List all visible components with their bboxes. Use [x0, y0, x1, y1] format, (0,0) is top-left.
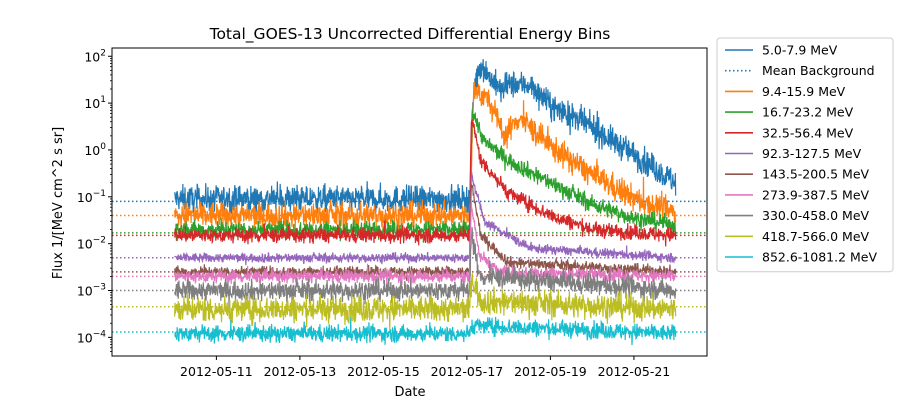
legend-label: 9.4-15.9 MeV — [762, 84, 846, 99]
legend-frame — [716, 37, 894, 273]
x-tick-label: 2012-05-15 — [347, 364, 420, 379]
x-tick-label: 2012-05-17 — [431, 364, 504, 379]
series-line — [174, 202, 677, 287]
legend-label: 92.3-127.5 MeV — [762, 146, 862, 161]
legend-label: 418.7-566.0 MeV — [762, 229, 870, 244]
legend-label: 852.6-1081.2 MeV — [762, 250, 877, 265]
x-axis-label: Date — [394, 385, 425, 400]
y-tick-label: 101 — [84, 95, 106, 111]
legend-label: 273.9-387.5 MeV — [762, 187, 870, 202]
y-tick-label: 10−1 — [77, 189, 106, 205]
series-line — [174, 81, 677, 237]
legend-label: Mean Background — [762, 63, 875, 78]
x-tick-label: 2012-05-21 — [598, 364, 671, 379]
y-tick-label: 100 — [84, 142, 106, 158]
legend-label: 5.0-7.9 MeV — [762, 43, 838, 58]
legend-label: 16.7-23.2 MeV — [762, 105, 854, 120]
x-tick-label: 2012-05-13 — [264, 364, 337, 379]
series-line — [174, 108, 677, 243]
series-line — [174, 273, 677, 330]
series-line — [174, 171, 677, 266]
x-axis: 2012-05-11 2012-05-13 2012-05-15 2012-05-17… — [180, 356, 670, 379]
x-tick-label: 2012-05-19 — [514, 364, 587, 379]
legend: 5.0-7.9 MeV Mean Background 9.4-15.9 MeV 16… — [716, 37, 894, 273]
legend-label: 32.5-56.4 MeV — [762, 125, 854, 140]
y-tick-label: 10−4 — [77, 329, 106, 345]
y-tick-label: 10−2 — [77, 236, 106, 252]
plot-frame — [111, 47, 708, 357]
chart-title: Total_GOES-13 Uncorrected Differential E… — [209, 25, 611, 44]
series-line — [174, 119, 677, 247]
legend-label: 143.5-200.5 MeV — [762, 167, 870, 182]
legend-label: 330.0-458.0 MeV — [762, 208, 870, 223]
y-axis-label: Flux 1/[MeV cm^2 s sr] — [51, 127, 66, 279]
series-line — [174, 316, 677, 346]
series-line — [174, 227, 677, 307]
x-tick-label: 2012-05-11 — [180, 364, 253, 379]
y-axis: 10−4 10−3 10−2 10−1 100 101 102 — [77, 48, 112, 352]
y-tick-label: 102 — [84, 48, 106, 64]
y-tick-label: 10−3 — [77, 283, 106, 299]
series-line — [174, 59, 677, 219]
